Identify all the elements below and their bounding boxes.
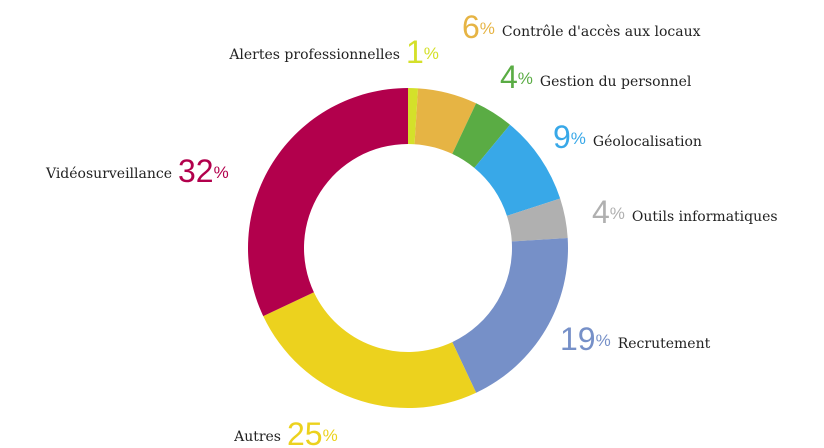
category-label: Contrôle d'accès aux locaux <box>502 24 701 40</box>
donut-slice <box>474 124 561 216</box>
donut-slice <box>263 292 477 408</box>
value-label: 1% <box>406 34 439 70</box>
value-label: 6% <box>462 9 495 45</box>
category-label: Recrutement <box>618 336 711 352</box>
donut-slice <box>506 198 568 242</box>
category-label: Autres <box>233 429 281 445</box>
value-label: 4% <box>592 194 625 230</box>
value-label: 9% <box>553 119 586 155</box>
donut-slice <box>452 237 568 393</box>
category-label: Outils informatiques <box>632 209 778 225</box>
value-label: 25% <box>287 416 338 448</box>
value-label: 32% <box>178 153 229 189</box>
value-label: 4% <box>500 59 533 95</box>
donut-slice <box>414 88 477 154</box>
value-label: 19% <box>560 321 611 357</box>
category-label: Géolocalisation <box>593 134 702 150</box>
category-label: Gestion du personnel <box>540 74 692 90</box>
donut-slice <box>452 103 510 168</box>
category-label: Alertes professionnelles <box>228 47 400 63</box>
donut-slice <box>408 88 419 145</box>
category-label: Vidéosurveillance <box>45 166 172 182</box>
donut-slice <box>247 88 408 317</box>
